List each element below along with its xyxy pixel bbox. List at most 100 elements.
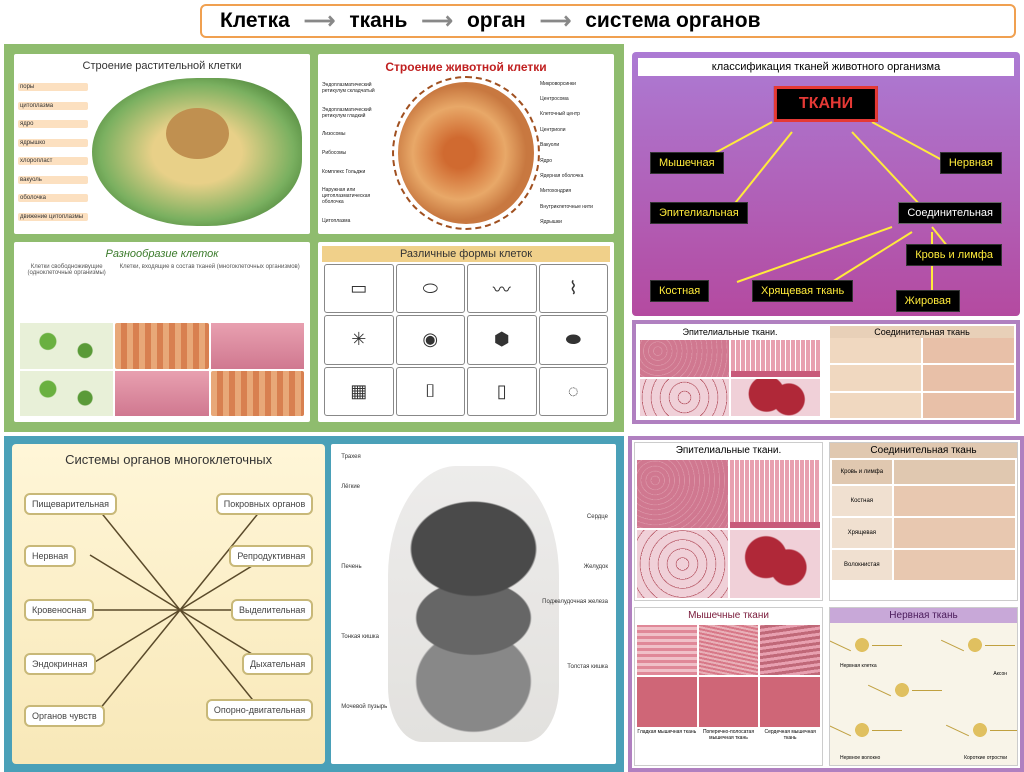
animal-cell-illustration [398, 82, 534, 224]
anatomy-illustration: Трахея Лёгкие Сердце Печень Желудок Подж… [331, 444, 616, 764]
epithelial-card: Эпителиальные ткани. [634, 442, 823, 601]
diversity-sub: Клетки свободноживущие (одноклеточные ор… [20, 264, 113, 321]
anatomy-label: Желудок [584, 564, 608, 570]
anatomy-label: Сердце [587, 514, 608, 520]
preview-connective: Соединительная ткань [828, 324, 1016, 420]
neuron-icon [890, 678, 914, 702]
title-w1: Клетка [220, 9, 290, 33]
cell-shape-icon: ⬭ [396, 264, 466, 313]
plant-cell-card: Строение растительной клетки поры цитопл… [14, 54, 310, 234]
tissue-illustration [211, 323, 304, 368]
conn-cell [894, 518, 1015, 548]
tissue-classification-panel: классификация тканей животного организма… [628, 44, 1024, 432]
conn-cell [894, 486, 1015, 516]
tissue-sample [637, 460, 728, 528]
diversity-sub: Клетки, входящие в состав тканей (многок… [115, 264, 304, 321]
anatomy-label: Лёгкие [341, 484, 360, 490]
cell-label: оболочка [18, 194, 88, 202]
muscle-label: Сердечная мышечная ткань [760, 729, 820, 749]
cell-label: ядро [18, 120, 88, 128]
neuron-icon [963, 633, 987, 657]
os-node: Нервная [24, 545, 76, 567]
tissue-sample [730, 460, 821, 528]
cell-label: Эндоплазматический ретикулум гладкий [322, 107, 392, 119]
ts-title: Мышечные ткани [635, 608, 822, 623]
preview-epithelial: Эпителиальные ткани. [636, 324, 824, 420]
microbe-illustration [20, 323, 113, 368]
cell-shape-icon: ⬢ [467, 315, 537, 364]
tissue-sample [730, 530, 821, 598]
cell-label: Наружная или цитоплазматическая оболочка [322, 187, 392, 205]
cell-label: движение цитоплазмы [18, 213, 88, 221]
title-w4: система органов [585, 9, 760, 33]
anatomy-label: Тонкая кишка [341, 634, 379, 640]
os-title: Системы органов многоклеточных [20, 452, 317, 467]
tissue-photo [699, 677, 759, 727]
cell-forms-grid: ▭ ⬭ 〰 ⌇ ✳ ◉ ⬢ ⬬ ▦ ⌷ ▯ ◌ [322, 262, 610, 418]
neuron-icon [850, 633, 874, 657]
cell-label: Цитоплазма [322, 218, 392, 224]
os-node: Пищеварительная [24, 493, 117, 515]
nervous-card: Нервная ткань Нервная клетка Аксон Нервн… [829, 607, 1018, 766]
conn-cell: Волокнистая [832, 550, 892, 580]
tc-node: Хрящевая ткань [752, 280, 853, 302]
microbe-illustration [20, 371, 113, 416]
animal-cell-card: Строение животной клетки Эндоплазматичес… [318, 54, 614, 234]
title-w3: орган [467, 9, 526, 33]
tissue-illustration [115, 371, 208, 416]
neuron-icon [968, 718, 992, 742]
anatomy-label: Мочевой пузырь [341, 704, 387, 710]
tc-node: Эпителиальная [650, 202, 748, 224]
cell-shape-icon: ⌷ [396, 367, 466, 416]
nerv-label: Аксон [993, 671, 1007, 677]
arrow-icon: ⟶ [540, 8, 572, 34]
cell-label: хлоропласт [18, 157, 88, 165]
conn-cell: Хрящевая [832, 518, 892, 548]
cell-panel: Строение растительной клетки поры цитопл… [4, 44, 624, 432]
tc-title: классификация тканей животного организма [638, 58, 1014, 76]
cell-shape-icon: ◌ [539, 367, 609, 416]
organ-systems-diagram: Системы органов многоклеточных Пищеварит… [12, 444, 325, 764]
muscle-label: Гладкая мышечная ткань [637, 729, 697, 749]
cell-label: Рибосомы [322, 150, 392, 156]
anatomy-label: Толстая кишка [567, 664, 608, 670]
cell-shape-icon: ◉ [396, 315, 466, 364]
anatomy-label: Печень [341, 564, 361, 570]
cell-label: Ядро [540, 158, 610, 164]
conn-header: Кровь и лимфа [832, 460, 892, 484]
conn-header [894, 460, 1015, 484]
os-node: Опорно-двигательная [206, 699, 313, 721]
cell-forms-card: Различные формы клеток ▭ ⬭ 〰 ⌇ ✳ ◉ ⬢ ⬬ ▦… [318, 242, 614, 422]
cell-label: цитоплазма [18, 102, 88, 110]
os-node: Репродуктивная [229, 545, 313, 567]
neuron-icon [850, 718, 874, 742]
cell-shape-icon: ⌇ [539, 264, 609, 313]
tc-node: Кровь и лимфа [906, 244, 1002, 266]
cell-label: Лизосомы [322, 131, 392, 137]
cell-diversity-card: Разнообразие клеток Клетки свободноживущ… [14, 242, 310, 422]
nerv-label: Нервное волокно [840, 755, 880, 761]
anatomy-label: Поджелудочная железа [542, 599, 608, 605]
diversity-title: Разнообразие клеток [18, 246, 306, 262]
conn-cell [894, 550, 1015, 580]
os-node: Дыхательная [242, 653, 313, 675]
cell-label: Клеточный центр [540, 111, 610, 117]
plant-cell-illustration [92, 78, 302, 226]
cell-label: Митохондрия [540, 188, 610, 194]
os-node: Эндокринная [24, 653, 96, 675]
cell-label: Микроворсинки [540, 81, 610, 87]
cell-label: Центросома [540, 96, 610, 102]
os-node: Покровных органов [216, 493, 314, 515]
tissue-photo [760, 677, 820, 727]
plant-cell-labels: поры цитоплазма ядро ядрышко хлоропласт … [18, 74, 88, 230]
tc-root: ТКАНИ [774, 86, 878, 122]
title-w2: ткань [349, 9, 407, 33]
preview-title: Эпителиальные ткани. [638, 326, 822, 338]
arrow-icon: ⟶ [304, 8, 336, 34]
animal-labels-right: Микроворсинки Центросома Клеточный центр… [540, 76, 610, 230]
tissue-sample [637, 530, 728, 598]
os-node: Кровеносная [24, 599, 94, 621]
plant-cell-title: Строение растительной клетки [18, 58, 306, 74]
muscle-card: Мышечные ткани Гладкая мышечная ткань По… [634, 607, 823, 766]
nerv-label: Нервная клетка [840, 663, 877, 669]
